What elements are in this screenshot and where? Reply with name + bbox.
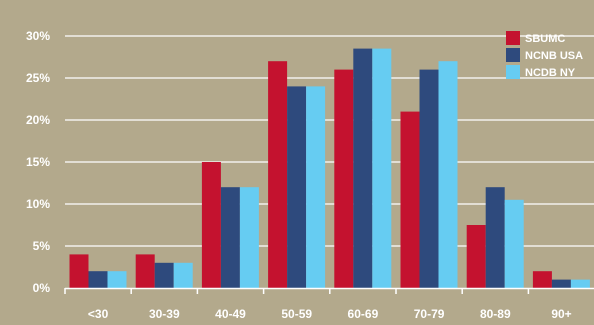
bar [306,86,326,289]
x-tick-label: 30-39 [149,307,180,321]
bar [570,279,590,288]
bar [173,262,193,288]
y-tick-label: 10% [26,197,50,211]
bar [485,187,505,288]
bar [334,69,354,288]
y-tick-label: 25% [26,71,50,85]
bar [154,262,174,288]
legend-label: SBUMC [525,33,565,45]
y-tick-labels: 0% 5% 10% 15% 20% 25% 30% [26,29,50,295]
x-tick-label: 90+ [551,307,571,321]
bar [504,199,524,288]
x-tick-label: 80-89 [480,307,511,321]
x-tick-label: 70-79 [414,307,445,321]
bar [69,254,89,288]
y-tick-label: 20% [26,113,50,127]
bars [69,48,590,289]
y-tick-label: 5% [33,239,51,253]
bar [400,111,420,288]
legend-swatch [506,65,520,79]
bar [287,86,307,289]
x-tick-label: 60-69 [348,307,379,321]
bar [239,187,259,288]
bar [201,162,221,288]
bar [532,271,552,288]
x-axis [64,287,594,294]
legend-swatch [506,31,520,45]
bar [135,254,155,288]
x-tick-label: 50-59 [281,307,312,321]
x-tick-label: 40-49 [215,307,246,321]
bar [419,69,439,288]
y-tick-label: 0% [33,281,51,295]
legend-label: NCNB USA [525,50,583,62]
legend-swatch [506,48,520,62]
legend: SBUMC NCNB USA NCDB NY [506,31,583,79]
bar [107,271,127,288]
bar [268,61,288,289]
bar [353,48,373,288]
legend-label: NCDB NY [525,67,576,79]
x-tick-labels: <30 30-39 40-49 50-59 60-69 70-79 80-89 90+ [88,307,572,321]
x-tick-label: <30 [88,307,109,321]
bar [466,225,486,288]
bar [372,48,392,288]
bar [88,271,108,288]
y-tick-label: 15% [26,155,50,169]
bar [438,61,458,289]
bar [551,279,571,288]
bar [220,187,240,288]
y-tick-label: 30% [26,29,50,43]
